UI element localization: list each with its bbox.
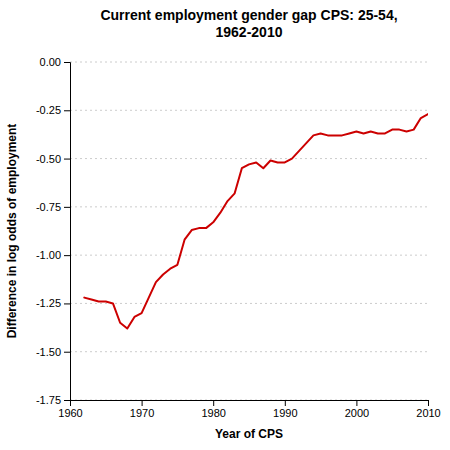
tick-label: 1990 xyxy=(273,407,297,419)
tick-label: 1980 xyxy=(201,407,225,419)
tick: -1.50 xyxy=(36,346,70,358)
tick-label: -0.50 xyxy=(36,153,61,165)
grid-line xyxy=(70,62,428,63)
tick: 0.00 xyxy=(40,56,70,68)
tick-mark xyxy=(64,159,70,160)
tick-mark xyxy=(64,400,70,401)
tick-label: 1970 xyxy=(130,407,154,419)
tick-label: -0.75 xyxy=(36,201,61,213)
tick-label: -1.25 xyxy=(36,297,61,309)
y-axis: 0.00 -0.25 -0.50 -0.75 -1.00 -1.25 -1.50 -1.75 xyxy=(36,56,71,406)
grid-line xyxy=(70,158,428,159)
tick: 2010 xyxy=(416,400,440,419)
line xyxy=(84,114,428,328)
tick-mark xyxy=(64,303,70,304)
axis-line xyxy=(71,401,429,407)
grid-line xyxy=(70,110,428,111)
tick: 1990 xyxy=(273,400,297,419)
tick: -1.00 xyxy=(36,249,70,261)
tick-label: 0.00 xyxy=(40,56,61,68)
tick-mark xyxy=(64,110,70,111)
tick-label: -1.75 xyxy=(36,394,61,406)
tick-label: -1.50 xyxy=(36,346,61,358)
y-axis-title: Difference in log odds of employment xyxy=(5,124,19,339)
grid-line xyxy=(70,351,428,352)
grid-line xyxy=(70,255,428,256)
tick-mark xyxy=(213,400,214,406)
plot-area: 1960 1970 1980 1990 2000 2010 0.00 -0.25 -0.50 -0… xyxy=(36,56,441,419)
tick: 2000 xyxy=(345,400,369,419)
tick-mark xyxy=(285,400,286,406)
tick-mark xyxy=(356,400,357,406)
tick-mark xyxy=(142,400,143,406)
series xyxy=(84,114,428,328)
tick: 1970 xyxy=(130,400,154,419)
tick-label: 1960 xyxy=(58,407,82,419)
tick: -1.75 xyxy=(36,394,70,406)
tick: -0.75 xyxy=(36,201,70,213)
tick-mark xyxy=(64,352,70,353)
tick-mark xyxy=(64,255,70,256)
title: Current employment gender gap CPS: 25-54… xyxy=(100,7,397,40)
tick-label: 2000 xyxy=(345,407,369,419)
tick: -0.50 xyxy=(36,153,70,165)
x-axis-title: Year of CPS xyxy=(215,427,283,441)
grid xyxy=(70,62,428,400)
grid-line xyxy=(70,206,428,207)
tick-mark xyxy=(428,400,429,406)
tick: 1960 xyxy=(58,400,82,419)
tick: -1.25 xyxy=(36,297,70,309)
grid-line xyxy=(70,303,428,304)
axis-line xyxy=(64,63,71,401)
tick-label: -1.00 xyxy=(36,249,61,261)
tick-mark xyxy=(64,62,70,63)
tick-label: -0.25 xyxy=(36,104,61,116)
tick: 1980 xyxy=(201,400,225,419)
tick: -0.25 xyxy=(36,104,70,116)
tick-label: 2010 xyxy=(416,407,440,419)
x-axis: 1960 1970 1980 1990 2000 2010 xyxy=(58,400,440,419)
chart: 1960 1970 1980 1990 2000 2010 0.00 -0.25 -0.50 -0… xyxy=(0,0,450,450)
tick-mark xyxy=(64,207,70,208)
